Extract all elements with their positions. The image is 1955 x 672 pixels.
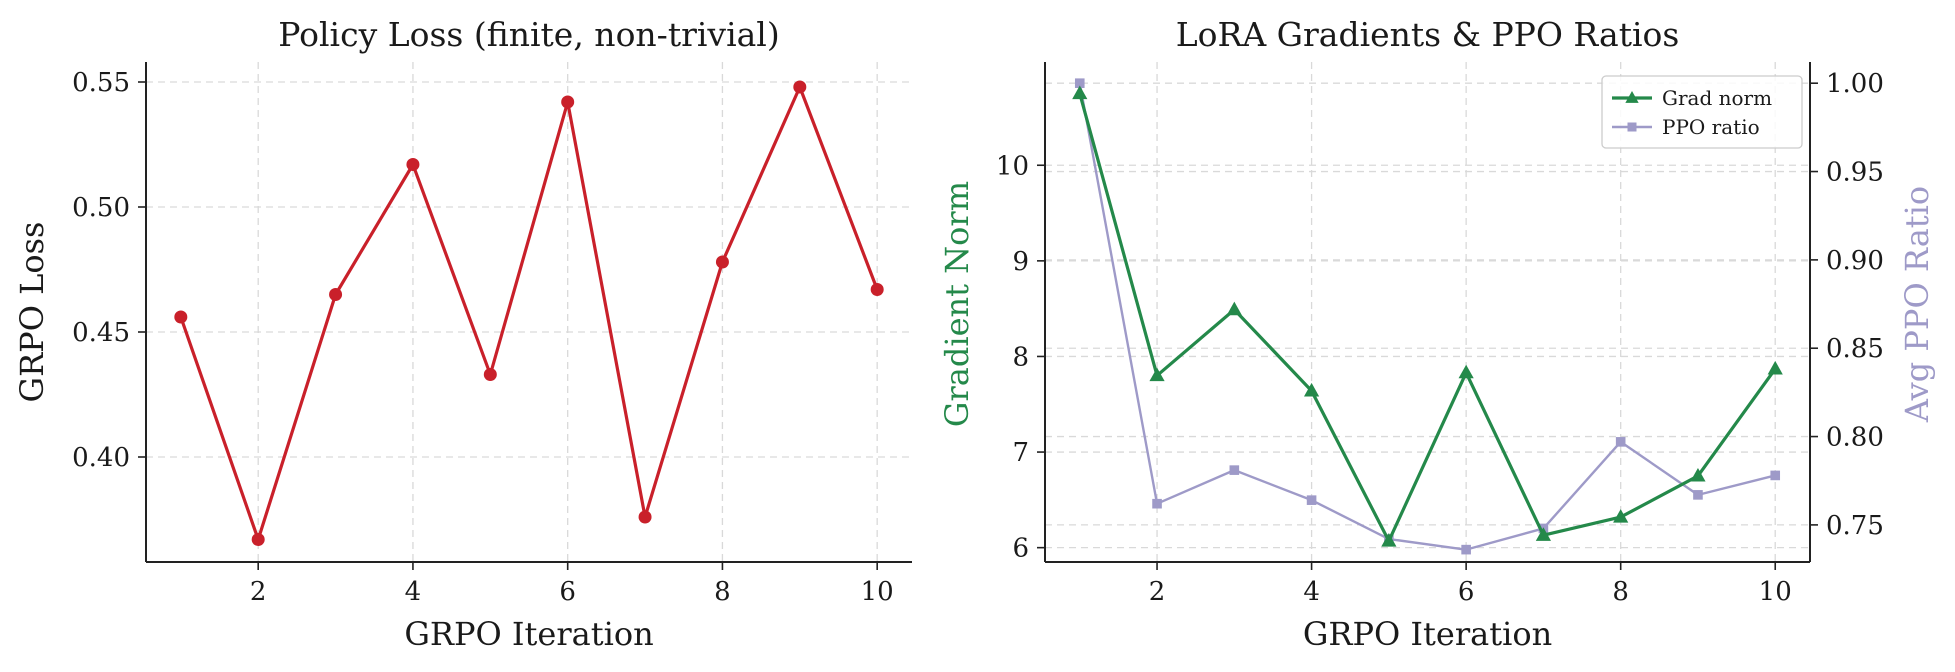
x-tick-label: 4 xyxy=(1303,577,1320,607)
chart-title: Policy Loss (finite, non-trivial) xyxy=(278,15,779,54)
data-point xyxy=(483,368,497,381)
data-point-grad-norm xyxy=(1613,509,1629,523)
data-point xyxy=(561,95,575,109)
x-axis-label: GRPO Iteration xyxy=(1303,615,1552,653)
legend-symbol-ppo-ratio xyxy=(1612,122,1652,132)
y-tick-label-right: 1.00 xyxy=(1826,69,1884,99)
axes-spines xyxy=(145,62,912,563)
x-tick-label: 6 xyxy=(1458,577,1475,607)
data-point-grad-norm xyxy=(1381,532,1397,547)
x-axis-label: GRPO Iteration xyxy=(404,615,653,653)
data-point-ppo-ratio xyxy=(1615,437,1626,447)
data-point-ppo-ratio xyxy=(1229,465,1240,475)
x-tick-label: 8 xyxy=(714,577,731,607)
data-point-grad-norm xyxy=(1226,301,1242,316)
x-tick-label: 8 xyxy=(1612,577,1629,607)
gridlines xyxy=(146,62,912,562)
series-line-policy-loss xyxy=(179,85,879,542)
legend: Grad norm PPO ratio xyxy=(1601,75,1803,149)
legend-marker-grad-norm xyxy=(1625,91,1639,103)
x-tick-label: 6 xyxy=(559,577,576,607)
data-point xyxy=(251,533,265,546)
y-tick-label-right: 0.90 xyxy=(1826,246,1884,276)
legend-entry-grad-norm: Grad norm xyxy=(1662,86,1772,110)
data-point-ppo-ratio xyxy=(1693,490,1703,500)
axis-ticks: 2 4 6 8 10 6 7 8 9 10 0.75 0.80 0.85 0.90 0.95 1.00 xyxy=(996,69,1884,607)
data-point-grad-norm xyxy=(1458,364,1474,379)
data-point xyxy=(793,80,807,94)
data-point-grad-norm xyxy=(1767,360,1783,375)
y-tick-label-left: 9 xyxy=(1012,247,1029,277)
y-axis-label-right: Avg PPO Ratio xyxy=(1898,186,1936,423)
y-tick-label-right: 0.95 xyxy=(1826,158,1884,188)
y-tick-label-right: 0.85 xyxy=(1826,334,1884,364)
data-point-grad-norm xyxy=(1149,367,1165,382)
data-point xyxy=(638,510,652,524)
y-tick-label-left: 6 xyxy=(1012,534,1029,564)
data-point xyxy=(174,310,188,324)
legend-entry-ppo-ratio: PPO ratio xyxy=(1662,115,1760,139)
x-tick-label: 10 xyxy=(861,577,894,607)
gridlines xyxy=(1045,62,1810,562)
data-point-grad-norm xyxy=(1072,85,1088,100)
y-tick-label-left: 7 xyxy=(1012,438,1029,468)
x-tick-label: 4 xyxy=(405,577,422,607)
data-point xyxy=(870,283,884,296)
x-tick-label: 2 xyxy=(250,577,267,607)
series-line-grad-norm xyxy=(1078,93,1777,543)
data-point-ppo-ratio xyxy=(1461,544,1471,555)
chart-lora-gradients: 2 4 6 8 10 6 7 8 9 10 0.75 0.80 0.85 0.90 0.95 1.00 LoR… xyxy=(938,15,1936,653)
x-tick-label: 10 xyxy=(1759,577,1792,607)
axis-ticks: 2 4 6 8 10 0.40 0.45 0.50 0.55 xyxy=(72,68,894,607)
y-tick-label: 0.40 xyxy=(72,443,130,473)
y-tick-label-right: 0.75 xyxy=(1826,511,1884,541)
data-point xyxy=(406,158,420,171)
data-point xyxy=(329,288,343,301)
chart-title: LoRA Gradients & PPO Ratios xyxy=(1176,15,1680,54)
y-tick-label-left: 8 xyxy=(1012,342,1029,372)
y-axis-label: GRPO Loss xyxy=(13,222,51,403)
y-tick-label: 0.45 xyxy=(72,318,130,348)
y-axis-label-left: Gradient Norm xyxy=(938,181,976,427)
axes-spines xyxy=(1044,62,1811,563)
legend-box xyxy=(1601,75,1803,149)
x-tick-label: 2 xyxy=(1149,577,1166,607)
y-tick-label-right: 0.80 xyxy=(1826,423,1884,453)
data-point-grad-norm xyxy=(1303,382,1320,397)
data-point-grad-norm xyxy=(1535,527,1552,541)
series-layer xyxy=(174,80,884,546)
data-point-ppo-ratio xyxy=(1074,78,1085,89)
data-point-ppo-ratio xyxy=(1770,470,1781,481)
data-point-grad-norm xyxy=(1690,467,1706,482)
data-point-ppo-ratio xyxy=(1152,498,1162,509)
data-point xyxy=(715,255,729,269)
y-tick-label-left: 10 xyxy=(996,151,1029,181)
series-layer xyxy=(1072,78,1783,555)
legend-marker-ppo-ratio xyxy=(1627,122,1637,132)
chart-policy-loss: 2 4 6 8 10 0.40 0.45 0.50 0.55 Policy Loss (fini… xyxy=(13,15,912,653)
data-point-ppo-ratio xyxy=(1306,495,1317,505)
legend-symbol-grad-norm xyxy=(1612,91,1652,103)
y-tick-label: 0.55 xyxy=(72,68,130,98)
y-tick-label: 0.50 xyxy=(72,193,130,223)
series-line-ppo-ratio xyxy=(1078,82,1776,551)
